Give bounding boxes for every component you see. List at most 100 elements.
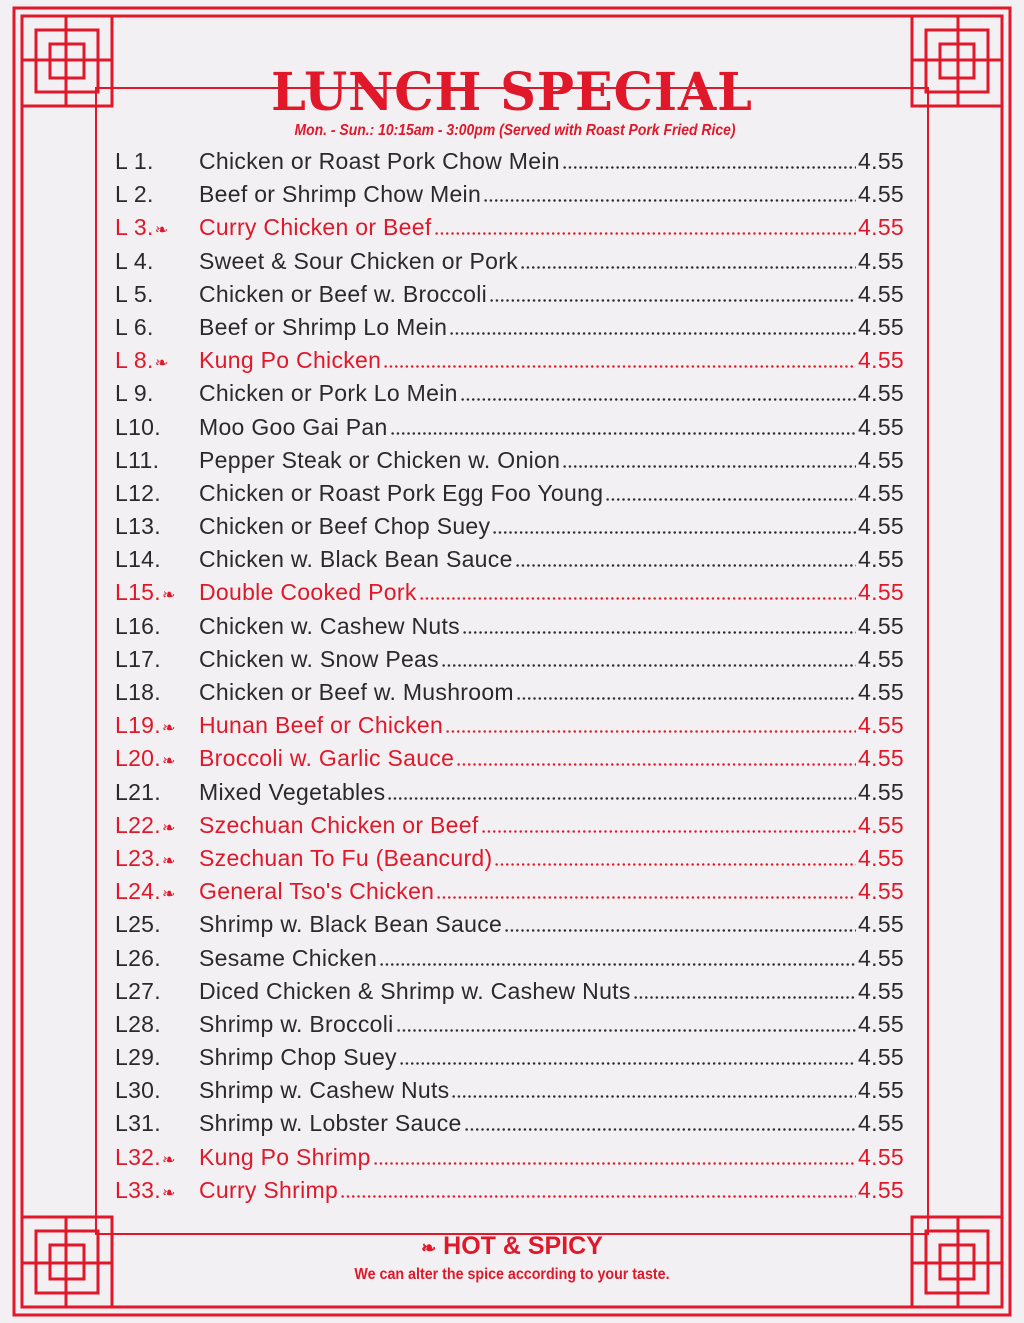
menu-item: L18. Chicken or Beef w. Mushroom 4.55 — [115, 679, 904, 712]
menu-item: L19.❧ Hunan Beef or Chicken 4.55 — [115, 712, 904, 745]
item-code: L24.❧ — [115, 878, 176, 905]
menu-item: L15.❧ Double Cooked Pork 4.55 — [115, 579, 904, 612]
dot-leader — [562, 464, 857, 468]
item-code: L12. — [115, 479, 161, 506]
chili-pepper-icon: ❧ — [161, 587, 176, 605]
item-code: L 1. — [115, 148, 154, 174]
item-name: Szechuan To Fu (Beancurd) — [199, 844, 493, 871]
item-name: Sweet & Sour Chicken or Pork — [199, 247, 519, 274]
menu-item: L 9. Chicken or Pork Lo Mein 4.55 — [115, 380, 904, 413]
item-price: 4.55 — [858, 778, 904, 805]
chili-pepper-icon: ❧ — [161, 720, 176, 738]
dot-leader — [463, 1128, 857, 1132]
chili-pepper-icon: ❧ — [161, 1151, 176, 1169]
menu-item: L23.❧ Szechuan To Fu (Beancurd) 4.55 — [115, 845, 904, 878]
item-price: 4.55 — [858, 446, 904, 473]
item-name: Diced Chicken & Shrimp w. Cashew Nuts — [199, 977, 631, 1004]
item-name: Shrimp Chop Suey — [199, 1044, 397, 1071]
item-name: Chicken w. Black Bean Sauce — [199, 546, 513, 573]
menu-item: L32.❧ Kung Po Shrimp 4.55 — [115, 1144, 904, 1177]
item-code: L22.❧ — [115, 811, 176, 838]
dot-leader — [451, 1095, 857, 1099]
item-name: Chicken or Beef w. Mushroom — [199, 679, 514, 705]
item-name: Szechuan Chicken or Beef — [199, 811, 479, 838]
item-name: Shrimp w. Black Bean Sauce — [199, 911, 503, 938]
item-code: L10. — [115, 413, 161, 440]
item-code: L 4. — [115, 247, 154, 274]
menu-item: L25. Shrimp w. Black Bean Sauce 4.55 — [115, 911, 904, 944]
item-name: Chicken or Pork Lo Mein — [199, 380, 458, 407]
dot-leader — [492, 531, 857, 535]
item-name: Pepper Steak or Chicken w. Onion — [199, 446, 561, 473]
menu-item: L 1. Chicken or Roast Pork Chow Mein 4.55 — [115, 148, 904, 181]
corner-knot-ornament — [20, 14, 114, 108]
menu-item: L 6. Beef or Shrimp Lo Mein 4.55 — [115, 314, 904, 347]
item-name: Chicken or Roast Pork Chow Mein — [199, 148, 560, 174]
item-price: 4.55 — [858, 347, 904, 374]
chili-pepper-icon: ❧ — [154, 355, 169, 373]
item-price: 4.55 — [858, 679, 904, 705]
item-price: 4.55 — [858, 579, 904, 606]
item-name: Chicken or Beef w. Broccoli — [199, 280, 488, 307]
dot-leader — [398, 1062, 857, 1066]
dot-leader — [489, 298, 857, 302]
menu-item: L 2. Beef or Shrimp Chow Mein 4.55 — [115, 181, 904, 214]
dot-leader — [480, 829, 857, 833]
item-code: L16. — [115, 612, 161, 639]
item-name: Kung Po Shrimp — [199, 1143, 371, 1170]
menu-item: L11. Pepper Steak or Chicken w. Onion 4.55 — [115, 447, 904, 480]
item-name: Mixed Vegetables — [199, 778, 386, 805]
item-name: Shrimp w. Cashew Nuts — [199, 1077, 450, 1104]
item-price: 4.55 — [858, 745, 904, 772]
item-price: 4.55 — [858, 1077, 904, 1104]
dot-leader — [520, 265, 857, 269]
dot-leader — [372, 1161, 857, 1165]
dot-leader — [340, 1194, 857, 1198]
menu-list: L 1. Chicken or Roast Pork Chow Mein 4.55 L… — [115, 148, 904, 1210]
item-price: 4.55 — [858, 844, 904, 871]
item-name: Chicken w. Snow Peas — [199, 645, 439, 672]
item-name: Moo Goo Gai Pan — [199, 413, 388, 440]
menu-item: L 3.❧ Curry Chicken or Beef 4.55 — [115, 214, 904, 247]
dot-leader — [449, 331, 857, 335]
dot-leader — [461, 630, 857, 634]
item-name: Kung Po Chicken — [199, 347, 382, 374]
menu-item: L21. Mixed Vegetables 4.55 — [115, 779, 904, 812]
item-code: L11. — [115, 446, 160, 473]
item-price: 4.55 — [858, 645, 904, 672]
item-code: L 2. — [115, 181, 154, 208]
chili-pepper-icon: ❧ — [154, 222, 169, 240]
item-code: L21. — [115, 778, 161, 805]
item-code: L31. — [115, 1110, 161, 1137]
dot-leader — [514, 564, 857, 568]
item-price: 4.55 — [858, 1176, 904, 1203]
item-code: L29. — [115, 1044, 161, 1071]
item-code: L 9. — [115, 380, 154, 407]
item-price: 4.55 — [858, 413, 904, 440]
menu-item: L 5. Chicken or Beef w. Broccoli 4.55 — [115, 281, 904, 314]
item-price: 4.55 — [858, 181, 904, 208]
menu-item: L24.❧ General Tso's Chicken 4.55 — [115, 878, 904, 911]
dot-leader — [515, 697, 857, 700]
item-price: 4.55 — [858, 1110, 904, 1137]
menu-item: L27. Diced Chicken & Shrimp w. Cashew Nut… — [115, 978, 904, 1011]
menu-item: L13. Chicken or Beef Chop Suey 4.55 — [115, 513, 904, 546]
menu-item: L14. Chicken w. Black Bean Sauce 4.55 — [115, 546, 904, 579]
item-code: L27. — [115, 977, 161, 1004]
item-code: L 5. — [115, 280, 154, 307]
item-price: 4.55 — [858, 479, 904, 506]
item-price: 4.55 — [858, 1143, 904, 1170]
item-code: L 3.❧ — [115, 214, 169, 241]
item-code: L 6. — [115, 313, 154, 340]
item-name: General Tso's Chicken — [199, 878, 435, 905]
dot-leader — [459, 398, 857, 402]
chili-pepper-icon: ❧ — [161, 753, 176, 771]
item-price: 4.55 — [858, 214, 904, 241]
menu-item: L26. Sesame Chicken 4.55 — [115, 945, 904, 978]
dot-leader — [387, 796, 857, 800]
item-price: 4.55 — [858, 712, 904, 739]
menu-item: L10. Moo Goo Gai Pan 4.55 — [115, 414, 904, 447]
item-code: L18. — [115, 679, 161, 705]
item-price: 4.55 — [858, 911, 904, 938]
dot-leader — [433, 232, 857, 236]
